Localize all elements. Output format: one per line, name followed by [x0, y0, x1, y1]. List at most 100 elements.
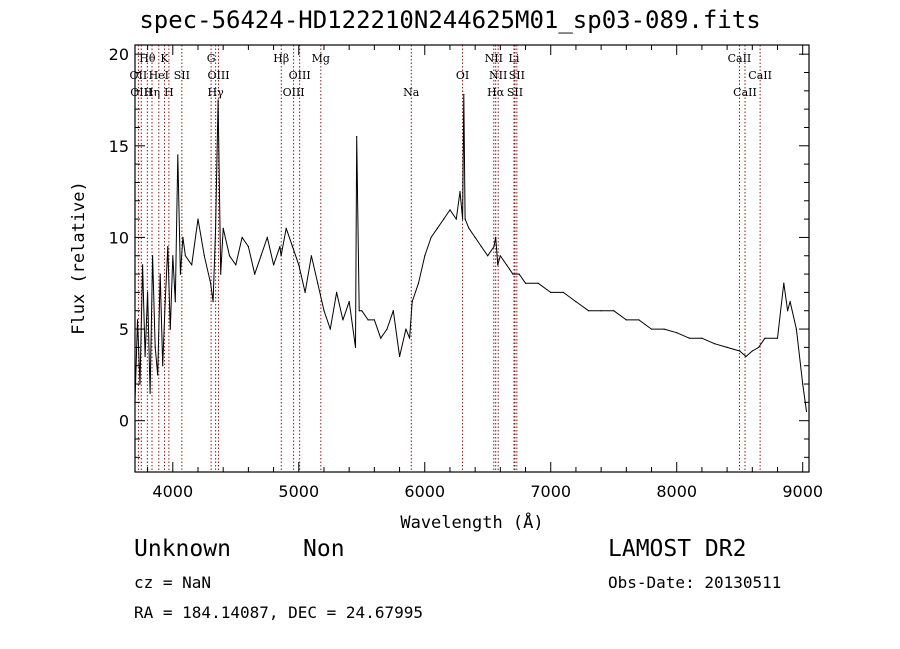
line-marker-label: CaII: [748, 69, 772, 82]
data-point: [713, 343, 716, 345]
data-point: [149, 392, 151, 394]
data-point: [235, 264, 237, 266]
data-point: [776, 337, 779, 339]
y-tick-label: 0: [119, 412, 129, 431]
data-point: [436, 227, 438, 229]
data-point: [348, 301, 350, 303]
data-point: [487, 255, 489, 257]
data-point: [512, 273, 514, 275]
chart-title: spec-56424-HD122210N244625M01_sp03-089.f…: [139, 6, 761, 34]
line-marker-label: OIII: [283, 86, 305, 99]
data-point: [222, 227, 224, 229]
ra-dec-coordinates: RA = 184.14087, DEC = 24.67995: [134, 603, 423, 622]
data-point: [280, 255, 282, 257]
y-tick-label: 15: [109, 137, 129, 156]
data-point: [802, 383, 804, 385]
data-point: [587, 310, 590, 312]
data-point: [142, 264, 144, 266]
line-marker-label: G: [207, 52, 216, 65]
line-marker-label: OIII: [207, 69, 229, 82]
line-marker-label: OIII: [289, 69, 311, 82]
line-marker-label: Hγ: [208, 86, 225, 99]
data-point: [764, 337, 766, 339]
data-point: [169, 328, 171, 330]
y-tick-label: 20: [109, 45, 129, 64]
line-marker-label: CaII: [733, 86, 757, 99]
data-point: [304, 291, 306, 293]
line-marker-label: Na: [403, 86, 420, 99]
line-marker-label: SII: [509, 69, 525, 82]
line-marker-label: Hθ: [139, 52, 156, 65]
line-marker-label: SII: [174, 69, 190, 82]
x-axis-label: Wavelength (Å): [400, 511, 543, 533]
data-point: [174, 301, 176, 303]
x-tick-label: 4000: [152, 482, 193, 501]
data-point: [358, 310, 360, 312]
data-point: [361, 310, 363, 312]
line-marker-label: K: [160, 52, 169, 65]
x-tick-label: 6000: [404, 482, 445, 501]
data-point: [228, 255, 231, 257]
data-point: [430, 236, 432, 238]
data-point: [164, 301, 166, 303]
data-point: [329, 328, 331, 330]
data-point: [392, 310, 394, 312]
data-point: [241, 236, 243, 238]
data-point: [367, 319, 369, 321]
data-point: [215, 227, 217, 229]
line-marker-label: H: [164, 86, 174, 99]
data-point: [386, 328, 388, 330]
data-point: [550, 291, 552, 293]
data-point: [745, 355, 747, 358]
data-point: [342, 319, 344, 321]
data-point: [310, 255, 312, 257]
data-point: [220, 273, 222, 275]
line-marker-label: Hβ: [273, 52, 289, 65]
data-point: [417, 282, 420, 284]
y-tick-label: 10: [109, 228, 129, 247]
data-point: [758, 346, 760, 348]
line-marker-label: Hα: [487, 86, 505, 99]
data-point: [147, 291, 149, 293]
data-point: [787, 310, 789, 312]
data-point: [212, 301, 214, 303]
data-point: [373, 319, 375, 321]
x-tick-label: 5000: [278, 482, 319, 501]
data-point: [495, 236, 497, 238]
data-point: [625, 319, 627, 321]
data-point: [144, 355, 146, 358]
line-marker-label: OI: [456, 69, 469, 82]
data-point: [191, 264, 193, 266]
data-point: [298, 264, 300, 266]
data-point: [254, 273, 256, 275]
data-point: [424, 255, 426, 257]
data-point: [409, 337, 411, 339]
data-point: [613, 310, 615, 312]
object-subclass: Non: [303, 536, 345, 562]
plot-frame: [134, 44, 810, 473]
line-marker-label: Li: [509, 52, 520, 65]
spectrum-line: [134, 94, 807, 412]
data-point: [443, 218, 445, 220]
data-point: [399, 355, 401, 358]
data-point: [499, 255, 501, 257]
data-point: [380, 337, 382, 339]
line-marker-label: NII: [489, 69, 507, 82]
data-point: [273, 264, 275, 266]
data-point: [405, 328, 407, 330]
data-point: [676, 332, 678, 334]
x-tick-label: 8000: [656, 482, 697, 501]
x-tick-label: 9000: [782, 482, 823, 501]
data-point: [157, 374, 159, 376]
data-point: [411, 301, 413, 303]
data-point: [152, 255, 154, 257]
data-point: [795, 328, 798, 330]
data-point: [336, 291, 338, 293]
data-point: [323, 310, 325, 312]
data-point: [462, 218, 464, 220]
redshift-cz: cz = NaN: [134, 573, 212, 592]
data-point: [474, 236, 476, 238]
data-point: [260, 255, 262, 257]
line-marker-label: OII: [130, 69, 148, 82]
